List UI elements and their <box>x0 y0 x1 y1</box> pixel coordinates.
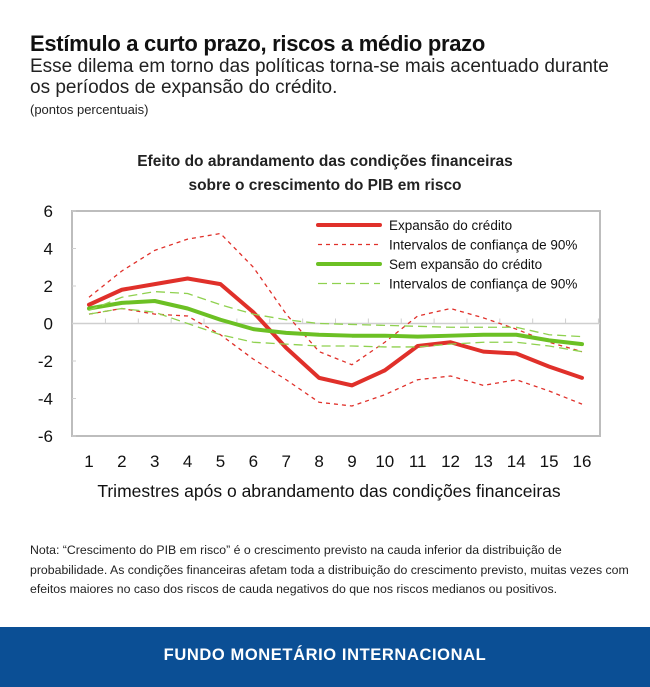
x-tick-label: 9 <box>347 452 356 471</box>
x-tick-label: 4 <box>183 452 192 471</box>
x-axis-label: Trimestres após o abrandamento das condi… <box>97 481 561 501</box>
y-tick-label: 2 <box>44 277 53 296</box>
y-tick-label: 0 <box>44 315 53 334</box>
x-tick-label: 8 <box>314 452 323 471</box>
series-line-2 <box>88 307 583 407</box>
footer-org-name: FUNDO MONETÁRIO INTERNACIONAL <box>163 646 487 664</box>
y-tick-label: 4 <box>44 240 53 259</box>
y-tick-label: -4 <box>38 390 53 409</box>
x-tick-label: 7 <box>281 452 290 471</box>
x-tick-label: 14 <box>507 452 526 471</box>
series-line-0 <box>87 276 584 388</box>
footer-bar: FUNDO MONETÁRIO INTERNACIONAL <box>0 627 650 687</box>
series-line-1 <box>88 232 583 366</box>
x-tick-label: 15 <box>540 452 559 471</box>
x-tick-label: 12 <box>441 452 460 471</box>
series-line-3 <box>87 299 584 347</box>
x-tick-label: 1 <box>84 452 93 471</box>
page-title: Estímulo a curto prazo, riscos a médio p… <box>30 31 486 56</box>
x-tick-label: 16 <box>573 452 592 471</box>
legend-label: Expansão do crédito <box>389 218 512 233</box>
x-tick-label: 10 <box>375 452 394 471</box>
legend-label: Intervalos de confiança de 90% <box>389 277 577 292</box>
y-tick-label: 6 <box>44 202 53 221</box>
legend-label: Intervalos de confiança de 90% <box>389 238 577 253</box>
x-tick-label: 13 <box>474 452 493 471</box>
y-tick-label: -6 <box>38 427 53 446</box>
legend-label: Sem expansão do crédito <box>389 257 542 272</box>
chart: 1 2 3 4 5 6 7 8 9 10 11 12 13 14 15 166420-2-4-6Trimest… <box>38 202 601 501</box>
chart-title-line2: sobre o crescimento do PIB em risco <box>188 177 462 194</box>
chart-title-line1: Efeito do abrandamento das condições fin… <box>137 153 513 170</box>
units-label: (pontos percentuais) <box>30 102 149 117</box>
page-subtitle: Esse dilema em torno das políticas torna… <box>30 56 609 98</box>
x-tick-label: 11 <box>409 452 427 471</box>
y-tick-label: -2 <box>38 352 53 371</box>
x-tick-label: 2 <box>117 452 126 471</box>
x-tick-label: 3 <box>150 452 159 471</box>
x-tick-label: 5 <box>216 452 225 471</box>
series-line-4 <box>88 290 583 338</box>
footnote: Nota: “Crescimento do PIB em risco” é o … <box>30 543 629 596</box>
x-tick-label: 6 <box>249 452 258 471</box>
